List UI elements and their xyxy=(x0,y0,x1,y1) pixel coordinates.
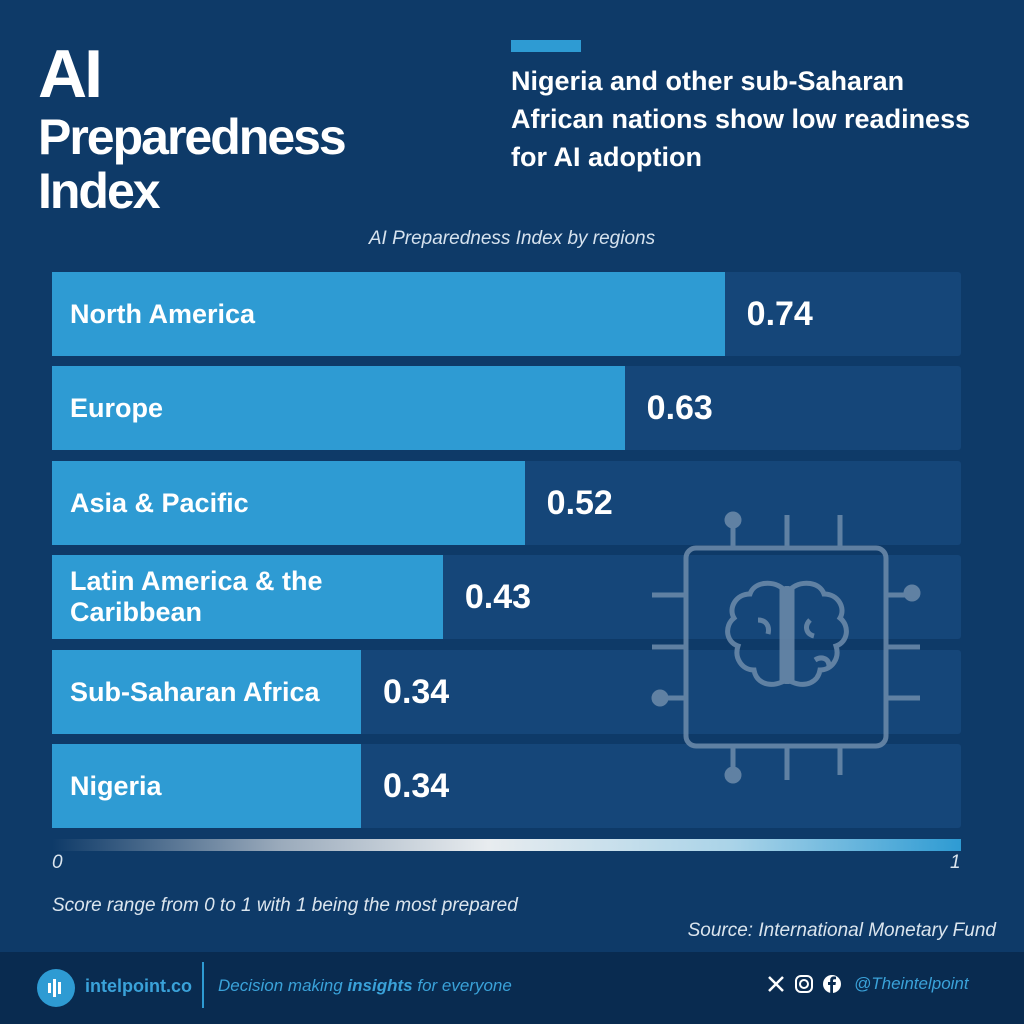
brand-link[interactable]: intelpoint.co xyxy=(85,976,192,996)
value-label: 0.52 xyxy=(546,483,613,522)
score-range-note: Score range from 0 to 1 with 1 being the… xyxy=(52,895,518,916)
page-title: AI Preparedness Index xyxy=(38,36,347,219)
tagline-bold: insights xyxy=(347,976,413,995)
scale-min-label: 0 xyxy=(52,852,63,873)
bar-label: Asia & Pacific xyxy=(70,487,249,518)
value-label: 0.63 xyxy=(646,388,713,427)
scale-max-label: 1 xyxy=(950,852,961,873)
tagline-text: Decision making xyxy=(218,976,348,995)
divider xyxy=(202,962,204,1008)
bar-row: Europe 0.63 xyxy=(52,366,961,450)
bar-label: Sub-Saharan Africa xyxy=(70,676,320,707)
bar-label: North America xyxy=(70,298,256,329)
ai-chip-brain-icon xyxy=(651,511,921,784)
bar-label: Nigeria xyxy=(70,770,162,801)
bar-row: Latin America & the Caribbean 0.43 xyxy=(52,555,961,639)
bar-row: Sub-Saharan Africa 0.34 xyxy=(52,650,961,734)
accent-bar xyxy=(511,40,581,52)
bar xyxy=(52,461,525,545)
intelpoint-logo-icon xyxy=(37,969,75,1007)
subtitle: Nigeria and other sub-Saharan African na… xyxy=(511,66,971,172)
x-icon[interactable] xyxy=(766,974,786,994)
bar xyxy=(52,650,362,734)
social-handle[interactable]: @Theintelpoint xyxy=(854,974,969,993)
instagram-icon[interactable] xyxy=(794,974,814,994)
value-label: 0.34 xyxy=(383,766,450,805)
bar-label: Europe xyxy=(70,392,164,423)
source-note: Source: International Monetary Fund xyxy=(687,920,996,941)
value-label: 0.43 xyxy=(464,577,532,616)
chart-title: AI Preparedness Index by regions xyxy=(368,228,656,249)
bar-row: Nigeria 0.34 xyxy=(52,744,961,828)
bar-row: North America 0.74 xyxy=(52,272,961,356)
score-gradient-scale xyxy=(52,839,961,851)
value-label: 0.74 xyxy=(746,294,813,333)
facebook-icon[interactable] xyxy=(822,974,842,994)
title-line: AI xyxy=(38,36,103,112)
bar-label: Latin America & the Caribbean xyxy=(70,566,323,627)
bar xyxy=(52,366,625,450)
bar xyxy=(52,555,443,639)
social-links: @Theintelpoint xyxy=(766,974,969,994)
tagline-text: for everyone xyxy=(412,976,512,995)
bar xyxy=(52,744,362,828)
value-label: 0.34 xyxy=(383,672,450,711)
bar xyxy=(52,272,725,356)
tagline: Decision making insights for everyone xyxy=(218,976,512,996)
title-line: Preparedness xyxy=(38,109,347,165)
title-line: Index xyxy=(38,163,161,219)
bar-row: Asia & Pacific 0.52 xyxy=(52,461,961,545)
footer: intelpoint.co Decision making insights f… xyxy=(0,952,1024,1024)
